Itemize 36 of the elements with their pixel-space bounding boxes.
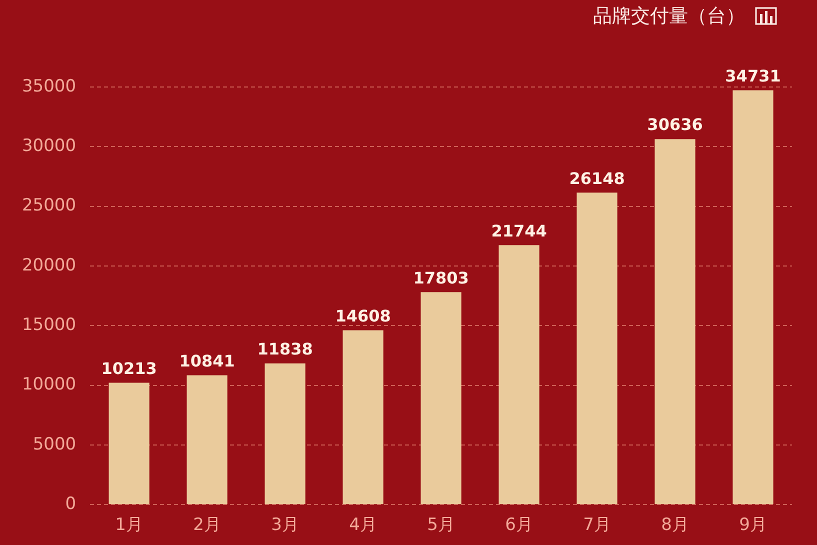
y-tick-label: 0 (65, 494, 76, 514)
bar (498, 245, 540, 504)
data-label: 30636 (647, 115, 703, 134)
data-label: 17803 (413, 268, 469, 288)
bar (108, 382, 150, 504)
x-tick-label: 4月 (349, 515, 377, 536)
y-tick-label: 35000 (22, 76, 76, 96)
bar (264, 363, 306, 504)
y-tick-label: 20000 (22, 255, 76, 276)
data-label: 34731 (725, 66, 781, 86)
bar (654, 139, 696, 504)
x-tick-label: 3月 (271, 515, 299, 536)
x-tick-label: 8月 (661, 515, 689, 536)
bar (576, 192, 618, 504)
data-label: 14608 (335, 306, 391, 326)
data-label: 11838 (257, 340, 313, 359)
data-label: 10841 (179, 351, 235, 370)
bar (732, 90, 774, 504)
data-label: 21744 (491, 221, 547, 240)
bar (342, 330, 384, 504)
y-tick-label: 30000 (22, 136, 76, 156)
y-tick-label: 5000 (32, 434, 76, 454)
x-tick-label: 1月 (115, 515, 143, 536)
chart-title: 品牌交付量（台） (593, 4, 745, 28)
y-tick-label: 25000 (22, 196, 76, 216)
x-tick-label: 5月 (427, 515, 455, 536)
x-tick-label: 9月 (739, 515, 767, 536)
y-tick-label: 15000 (22, 315, 76, 336)
x-tick-label: 7月 (583, 515, 611, 536)
data-label: 10213 (101, 358, 157, 378)
data-label: 26148 (569, 168, 625, 188)
bar (186, 375, 228, 504)
x-tick-label: 6月 (505, 515, 533, 536)
x-tick-label: 2月 (193, 515, 221, 536)
y-tick-label: 10000 (22, 374, 76, 395)
bar (420, 292, 462, 504)
